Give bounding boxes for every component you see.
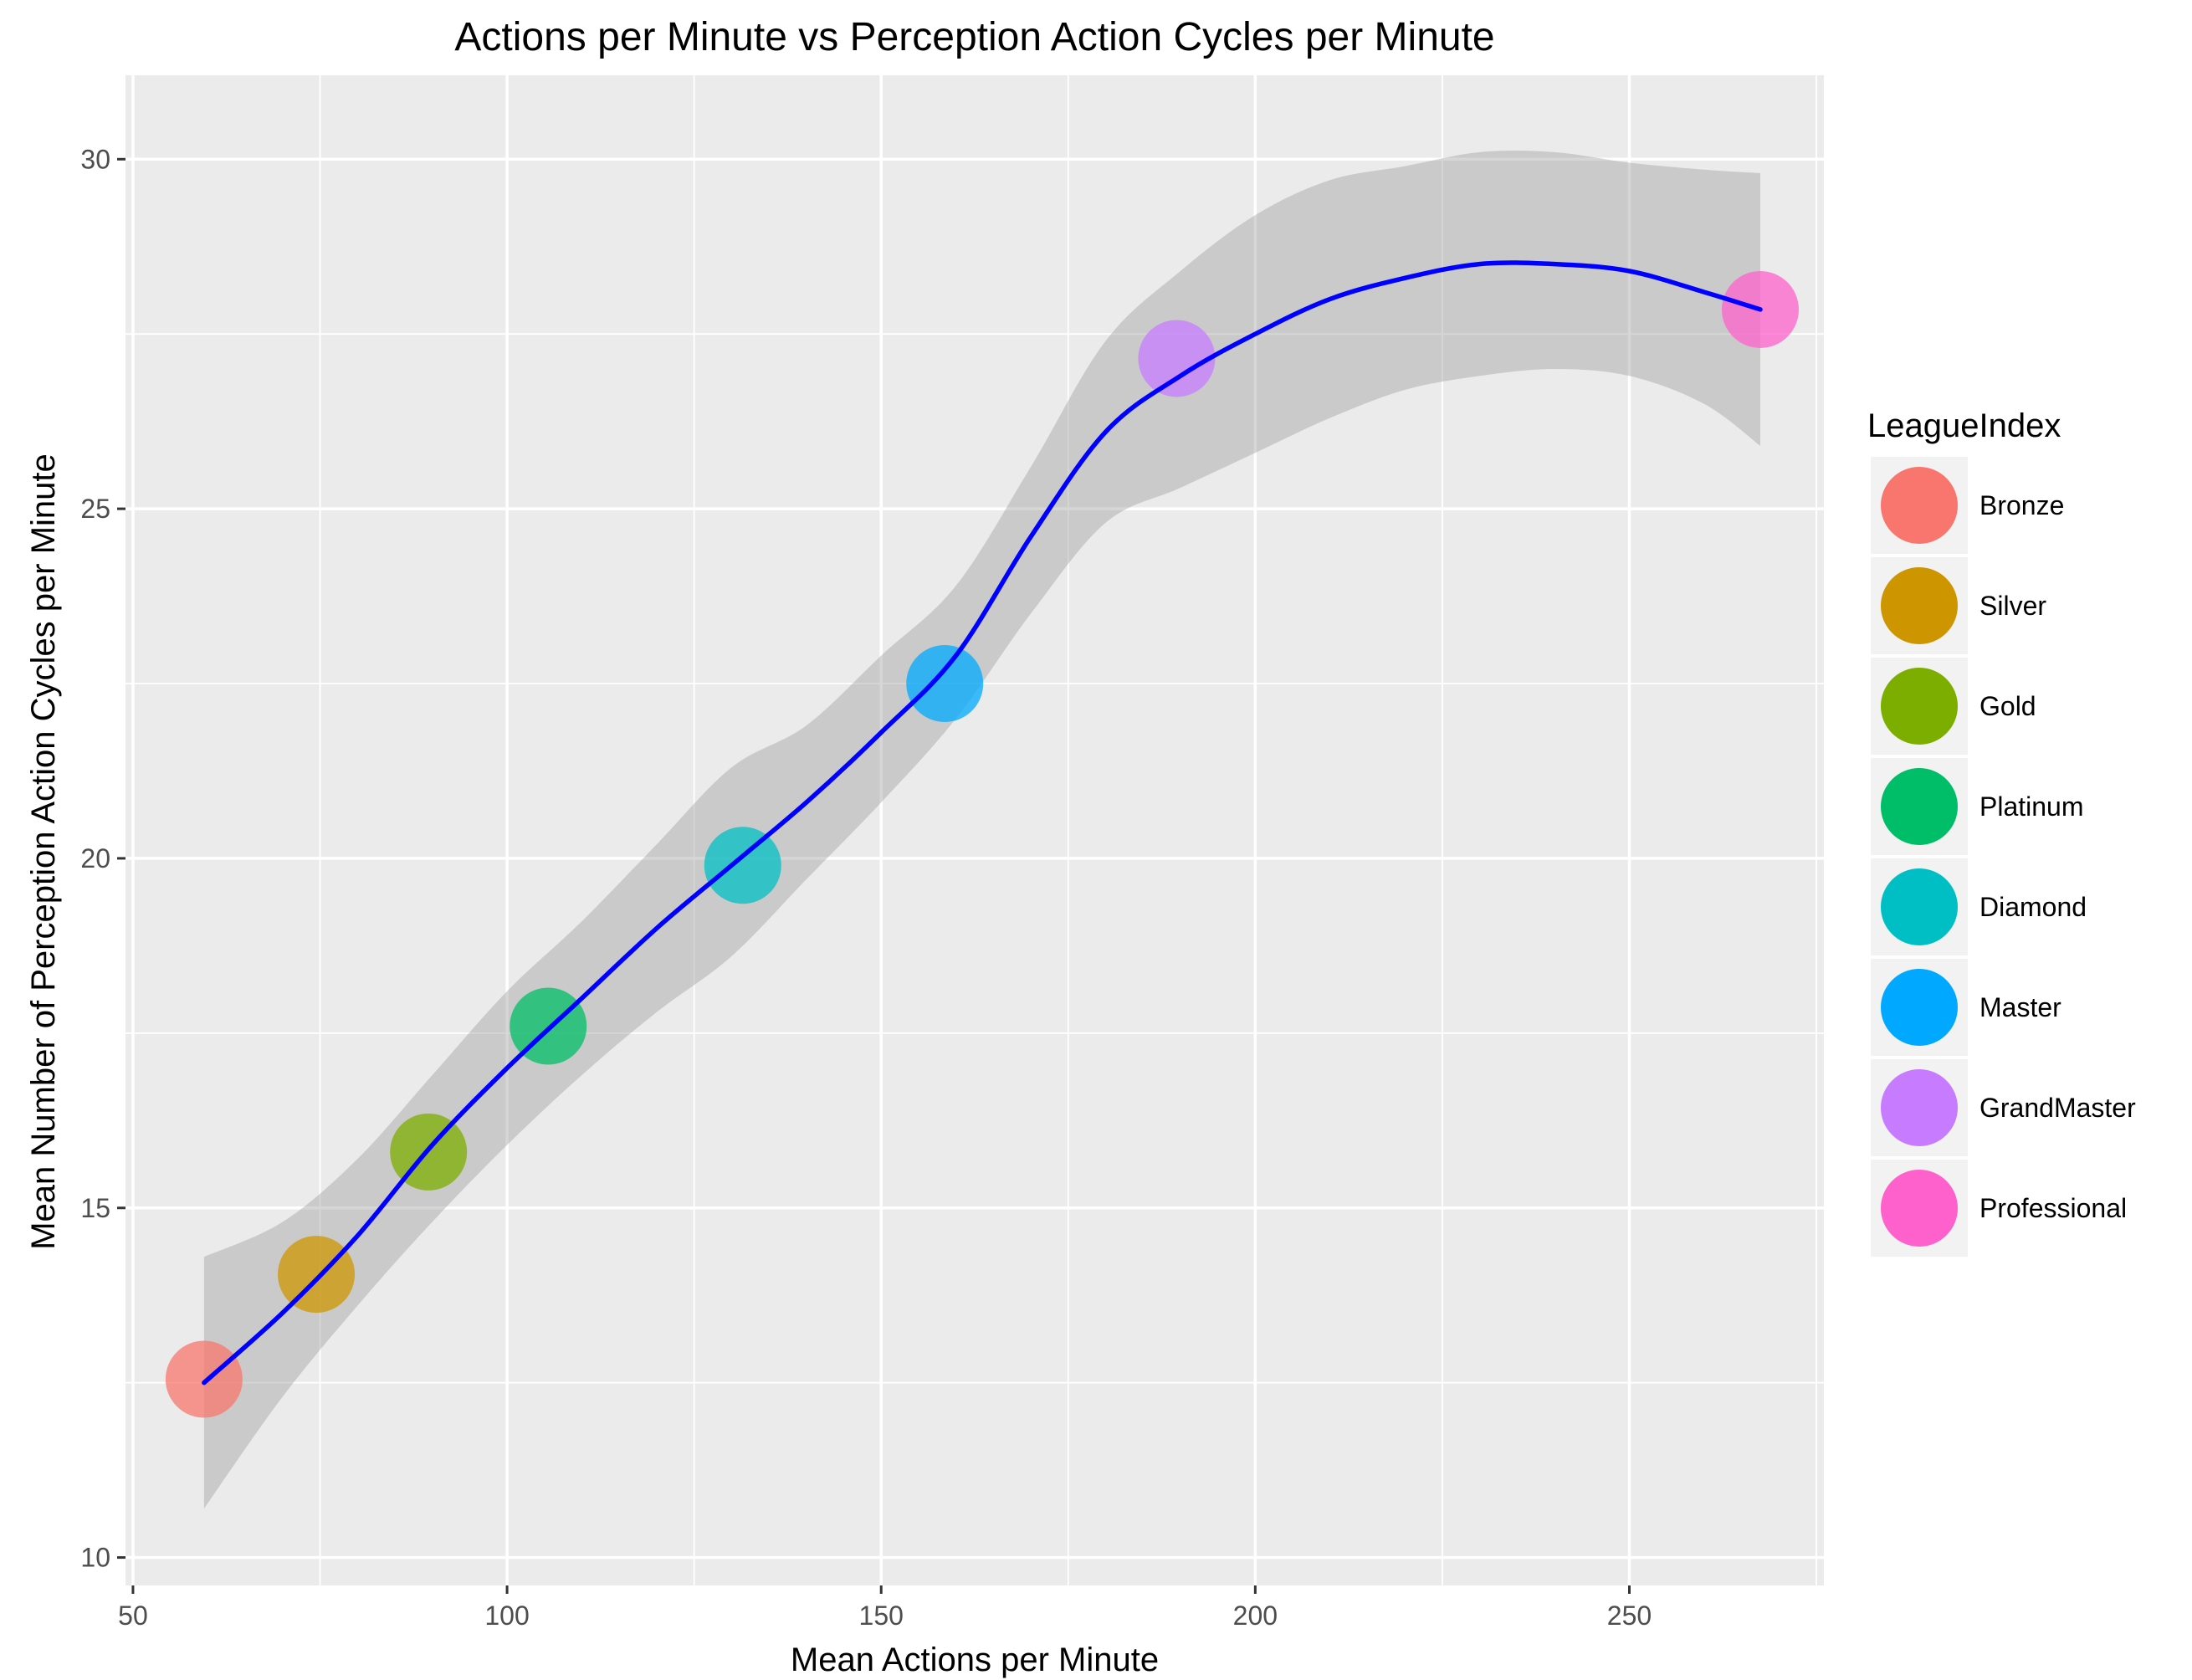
point-grandmaster bbox=[1138, 320, 1216, 397]
x-tick-label: 50 bbox=[118, 1601, 148, 1631]
legend-title: LeagueIndex bbox=[1867, 407, 2061, 444]
point-master bbox=[906, 645, 984, 723]
grid-layer bbox=[125, 75, 1824, 1585]
chart-title: Actions per Minute vs Perception Action … bbox=[454, 15, 1494, 59]
legend-label-grandmaster: GrandMaster bbox=[1979, 1093, 2136, 1123]
legend-key-grandmaster bbox=[1881, 1069, 1958, 1146]
legend-label-master: Master bbox=[1979, 992, 2061, 1022]
y-tick-label: 30 bbox=[80, 144, 110, 174]
y-axis-title: Mean Number of Perception Action Cycles … bbox=[25, 453, 62, 1250]
y-tick-label: 20 bbox=[80, 843, 110, 873]
y-tick-label: 15 bbox=[80, 1193, 110, 1223]
legend-label-platinum: Platinum bbox=[1979, 791, 2084, 822]
plot-panel bbox=[125, 75, 1824, 1585]
legend-key-silver bbox=[1881, 567, 1958, 644]
y-tick-label: 10 bbox=[80, 1543, 110, 1573]
confidence-band bbox=[203, 151, 1760, 1509]
x-tick-label: 100 bbox=[484, 1601, 529, 1631]
y-tick-label: 25 bbox=[80, 494, 110, 524]
x-tick-label: 250 bbox=[1607, 1601, 1652, 1631]
x-tick-label: 200 bbox=[1233, 1601, 1278, 1631]
legend-label-professional: Professional bbox=[1979, 1193, 2127, 1223]
legend-key-platinum bbox=[1881, 768, 1958, 845]
axis-layer: 50 100 150 200 250 10 15 20 25 30 bbox=[80, 144, 1652, 1631]
legend-key-gold bbox=[1881, 668, 1958, 745]
point-silver bbox=[278, 1236, 356, 1314]
legend-key-bronze bbox=[1881, 467, 1958, 544]
x-tick-label: 150 bbox=[859, 1601, 904, 1631]
x-axis-title: Mean Actions per Minute bbox=[791, 1642, 1159, 1678]
legend-label-silver: Silver bbox=[1979, 591, 2046, 621]
legend-label-diamond: Diamond bbox=[1979, 892, 2087, 922]
smooth-line-layer bbox=[202, 260, 1763, 1385]
point-bronze bbox=[165, 1340, 243, 1418]
point-diamond bbox=[704, 827, 781, 904]
legend-key-diamond bbox=[1881, 868, 1958, 945]
legend-key-master bbox=[1881, 969, 1958, 1046]
legend-key-professional bbox=[1881, 1170, 1958, 1247]
legend: LeagueIndex Bronze Silver Gold Platinum Diam… bbox=[1867, 407, 2136, 1257]
legend-label-bronze: Bronze bbox=[1979, 490, 2064, 520]
legend-label-gold: Gold bbox=[1979, 691, 2036, 721]
confidence-band-layer bbox=[203, 151, 1760, 1509]
smooth-line bbox=[202, 260, 1763, 1385]
